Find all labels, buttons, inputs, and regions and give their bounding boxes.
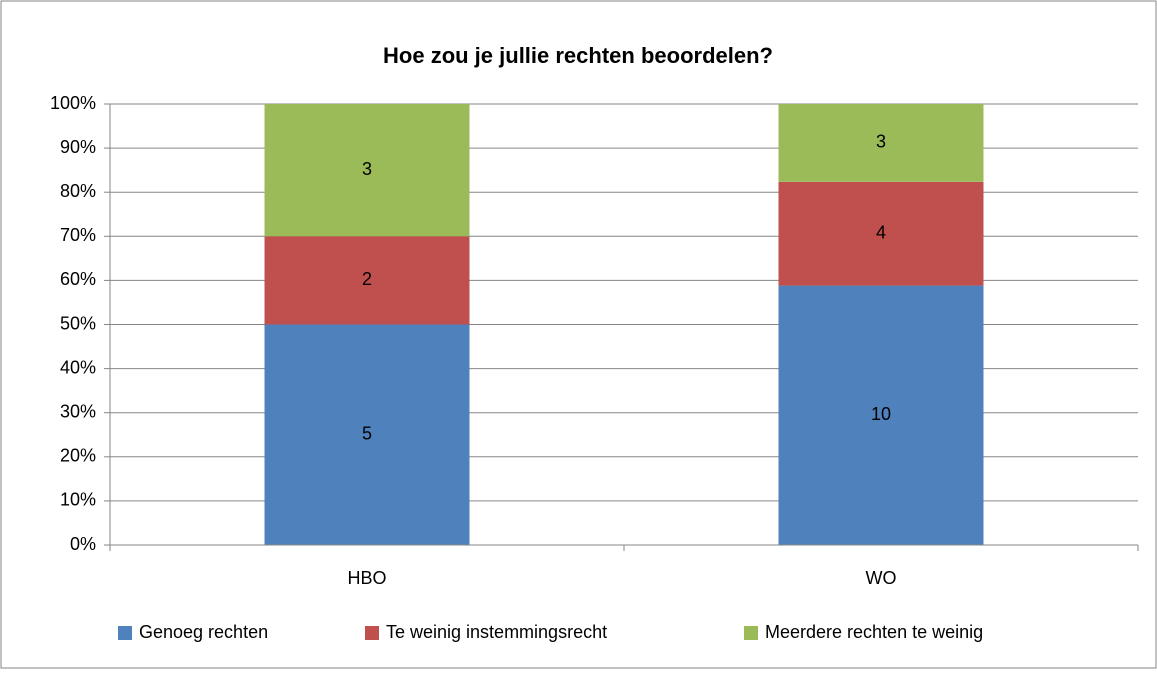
y-tick-label: 60% (60, 269, 96, 289)
y-tick-label: 40% (60, 357, 96, 377)
bar-segment (778, 181, 984, 286)
bar-segment (778, 104, 984, 182)
x-tick-label: HBO (347, 568, 386, 588)
data-label: 10 (871, 404, 891, 424)
legend-label: Te weinig instemmingsrecht (386, 622, 607, 642)
y-tick-label: 20% (60, 446, 96, 466)
y-tick-label: 90% (60, 137, 96, 157)
y-tick-label: 30% (60, 401, 96, 421)
chart-title: Hoe zou je jullie rechten beoordelen? (383, 43, 773, 68)
data-label: 3 (362, 159, 372, 179)
y-tick-label: 10% (60, 490, 96, 510)
data-label: 3 (876, 132, 886, 152)
legend-swatch (365, 626, 379, 640)
bar-segment (264, 104, 470, 237)
x-tick-label: WO (866, 568, 897, 588)
bar-segment (778, 285, 984, 545)
y-tick-label: 80% (60, 181, 96, 201)
bar-segment (264, 236, 470, 325)
y-tick-label: 70% (60, 225, 96, 245)
bar-segment (264, 324, 470, 545)
data-label: 4 (876, 222, 886, 242)
data-label: 5 (362, 424, 372, 444)
legend-swatch (118, 626, 132, 640)
data-label: 2 (362, 269, 372, 289)
y-tick-label: 50% (60, 313, 96, 333)
legend-swatch (744, 626, 758, 640)
y-tick-label: 100% (50, 93, 96, 113)
legend-label: Meerdere rechten te weinig (765, 622, 983, 642)
legend-label: Genoeg rechten (139, 622, 268, 642)
y-tick-label: 0% (70, 534, 96, 554)
